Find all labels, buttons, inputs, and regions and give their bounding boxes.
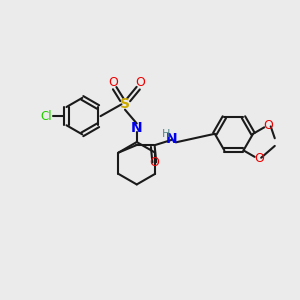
Text: O: O	[108, 76, 118, 89]
Text: O: O	[135, 76, 145, 89]
Text: S: S	[120, 98, 130, 111]
Text: H: H	[162, 128, 170, 139]
Text: Cl: Cl	[40, 110, 52, 123]
Text: O: O	[264, 119, 274, 132]
Text: N: N	[131, 121, 142, 135]
Text: O: O	[254, 152, 264, 165]
Text: O: O	[149, 156, 159, 169]
Text: N: N	[166, 132, 177, 146]
